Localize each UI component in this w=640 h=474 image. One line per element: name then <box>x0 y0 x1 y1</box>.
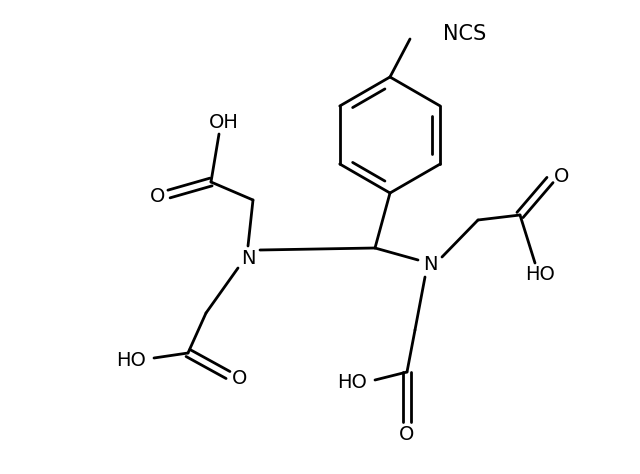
Text: N: N <box>241 248 255 267</box>
Text: O: O <box>399 425 415 444</box>
Text: O: O <box>150 186 166 206</box>
Text: HO: HO <box>116 350 146 370</box>
Text: N: N <box>423 255 437 274</box>
Text: HO: HO <box>525 265 555 284</box>
Text: O: O <box>554 166 570 185</box>
Text: NCS: NCS <box>443 24 486 44</box>
Text: O: O <box>232 368 248 388</box>
Text: OH: OH <box>209 112 239 131</box>
Text: HO: HO <box>337 373 367 392</box>
